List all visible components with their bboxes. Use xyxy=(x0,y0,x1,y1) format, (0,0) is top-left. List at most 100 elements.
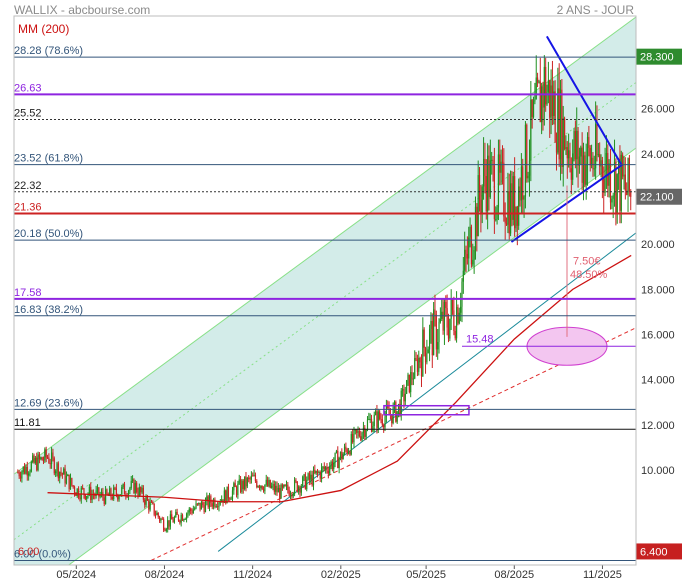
candle-body xyxy=(418,357,420,372)
candle-body xyxy=(165,529,167,531)
candle-body xyxy=(18,472,20,477)
candle-body xyxy=(399,403,401,416)
candle-body xyxy=(148,500,150,510)
candle-body xyxy=(172,519,174,523)
candle-body xyxy=(622,154,624,177)
candle-body xyxy=(326,466,328,471)
candle-body xyxy=(207,496,209,508)
candle-body xyxy=(272,483,274,486)
candle-body xyxy=(307,473,309,480)
candle-body xyxy=(461,281,463,307)
candle-body xyxy=(208,496,211,508)
candle-body xyxy=(388,408,390,415)
candle-body xyxy=(76,488,78,496)
candle-body xyxy=(523,196,525,200)
candle-body xyxy=(25,466,27,474)
candle-body xyxy=(253,474,255,476)
candle-body xyxy=(572,153,574,180)
candle-body xyxy=(283,484,285,488)
price-badge-support xyxy=(636,543,682,560)
candle-body xyxy=(287,484,289,491)
candle-body xyxy=(601,160,603,180)
candle-body xyxy=(334,452,336,463)
candle-body xyxy=(554,91,556,143)
candle-body xyxy=(412,378,414,380)
candle-body xyxy=(391,414,393,424)
candle-body xyxy=(118,496,120,500)
level-label-3: 23.52 (61.8%) xyxy=(14,153,83,165)
candle-body xyxy=(248,477,250,479)
moving-average-200-line xyxy=(47,254,632,503)
candle-body xyxy=(393,401,396,407)
candle-body xyxy=(377,411,379,428)
candle-body xyxy=(568,150,570,159)
candle-body xyxy=(271,485,273,488)
candle-body xyxy=(526,124,528,179)
candle-body xyxy=(111,497,113,500)
candle-body xyxy=(488,155,490,198)
candle-body xyxy=(199,502,201,510)
candle-body xyxy=(160,518,162,521)
candle-body xyxy=(133,479,135,494)
candle-body xyxy=(347,451,350,454)
candle-body xyxy=(624,174,626,191)
y-tick-label-2: 14.000 xyxy=(641,375,675,387)
candle-body xyxy=(613,161,616,196)
candle-body xyxy=(562,118,564,167)
candle-body xyxy=(507,191,509,225)
candle-body xyxy=(198,502,200,504)
candle-body xyxy=(584,155,586,185)
candle-body xyxy=(458,312,460,324)
candle-body xyxy=(231,490,234,499)
candle-body xyxy=(241,480,243,492)
candle-body xyxy=(501,161,504,163)
candle-body xyxy=(131,479,134,481)
regression-channel xyxy=(14,16,636,565)
candle-body xyxy=(211,503,213,507)
candle-body xyxy=(612,195,614,199)
candle-body xyxy=(527,175,529,179)
candle-body xyxy=(416,359,419,372)
candle-body xyxy=(563,118,566,150)
gap-zone-box xyxy=(383,404,470,416)
candle-body xyxy=(194,508,196,510)
candle-body xyxy=(130,480,132,488)
candle-body xyxy=(299,486,301,493)
candle-body xyxy=(63,468,65,475)
candle-body xyxy=(71,477,73,486)
candle-body xyxy=(553,91,555,116)
candle-body xyxy=(281,484,284,488)
candle-body xyxy=(125,494,127,496)
candle-body xyxy=(465,249,467,254)
candle-body xyxy=(30,462,32,472)
candle-body xyxy=(365,430,367,437)
candle-body xyxy=(381,419,383,426)
candle-body xyxy=(380,419,382,421)
candle-body xyxy=(215,506,217,508)
candle-body xyxy=(415,358,417,360)
y-tick-label-5: 20.000 xyxy=(641,239,675,251)
candle-body xyxy=(356,429,358,433)
candle-body xyxy=(28,473,30,476)
candle-body xyxy=(98,487,100,497)
candle-body xyxy=(225,490,227,504)
candle-body xyxy=(487,155,489,212)
candle-body xyxy=(419,357,421,363)
candle-body xyxy=(46,457,49,459)
candle-body xyxy=(400,390,402,416)
candle-body xyxy=(312,469,315,486)
candle-body xyxy=(22,466,24,472)
candle-body xyxy=(164,530,166,532)
candle-body xyxy=(450,299,452,319)
candle-body xyxy=(555,142,558,153)
candle-body xyxy=(254,474,257,481)
candle-body xyxy=(547,80,549,93)
candle-body xyxy=(534,99,536,102)
level-label-9: 12.69 (23.6%) xyxy=(14,397,83,409)
candle-body xyxy=(627,158,629,195)
candle-body xyxy=(442,311,444,331)
candle-body xyxy=(522,166,524,200)
x-tick-label-5: 08/2025 xyxy=(494,569,534,580)
level-label-11: 6.00 (0.0%) xyxy=(14,548,71,560)
candle-body xyxy=(168,520,170,527)
